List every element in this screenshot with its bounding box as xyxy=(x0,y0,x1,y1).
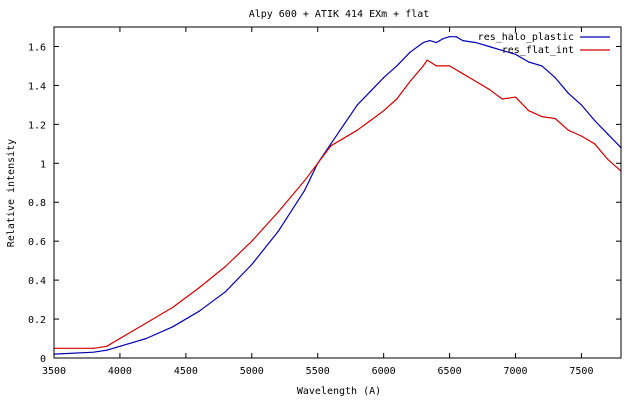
data-point-res_halo_plastic xyxy=(422,41,424,44)
data-point-res_halo_plastic xyxy=(514,53,517,55)
chart-title: Alpy 600 + ATIK 414 EXm + flat xyxy=(249,9,430,20)
data-point-res_flat_int xyxy=(567,129,569,131)
data-point-res_halo_plastic xyxy=(594,119,596,122)
data-point-res_flat_int xyxy=(119,337,121,340)
y-tick-label: 0.4 xyxy=(28,276,46,287)
legend-label-res_flat_int: res_flat_int xyxy=(502,45,574,56)
data-point-res_halo_plastic xyxy=(92,351,95,353)
data-point-res_flat_int xyxy=(396,98,398,100)
data-point-res_halo_plastic xyxy=(172,326,174,328)
y-tick-label: 0 xyxy=(40,354,46,365)
data-point-res_halo_plastic xyxy=(554,77,556,79)
data-point-res_halo_plastic xyxy=(455,36,457,38)
data-point-res_flat_int xyxy=(528,110,530,112)
data-point-res_flat_int xyxy=(594,143,596,145)
data-point-res_halo_plastic xyxy=(567,92,569,94)
y-tick-label: 1.2 xyxy=(28,120,46,131)
data-point-res_flat_int xyxy=(422,65,424,67)
x-tick-label: 7500 xyxy=(569,366,593,377)
legend-label-res_halo_plastic: res_halo_plastic xyxy=(478,32,574,43)
data-point-res_halo_plastic xyxy=(580,104,583,106)
data-point-res_halo_plastic xyxy=(442,38,444,40)
data-point-res_halo_plastic xyxy=(145,337,147,340)
data-point-res_flat_int xyxy=(514,96,517,98)
data-point-res_flat_int xyxy=(475,80,477,83)
data-point-res_flat_int xyxy=(251,240,253,242)
data-point-res_flat_int xyxy=(369,119,372,122)
series-line-res_halo_plastic xyxy=(53,36,622,355)
x-tick-label: 6500 xyxy=(438,366,462,377)
x-tick-label: 7000 xyxy=(503,366,527,377)
x-tick-label: 3500 xyxy=(42,366,66,377)
plot-frame xyxy=(53,26,622,359)
data-point-res_flat_int xyxy=(356,129,358,131)
data-point-res_flat_int xyxy=(435,65,437,67)
data-point-res_flat_int xyxy=(448,65,451,67)
data-point-res_halo_plastic xyxy=(528,61,530,63)
x-axis-label: Wavelength (A) xyxy=(297,386,381,397)
data-point-res_flat_int xyxy=(317,162,319,164)
data-point-res_flat_int xyxy=(426,59,428,61)
data-point-res_halo_plastic xyxy=(106,349,108,351)
data-point-res_halo_plastic xyxy=(224,291,227,293)
x-tick-label: 4500 xyxy=(174,366,198,377)
data-point-res_flat_int xyxy=(303,180,306,182)
data-point-res_flat_int xyxy=(383,110,385,112)
ticks-layer: 3500 4000 4500 5000 5500 6000 6500 7000 7500 0 0.2… xyxy=(28,27,621,377)
data-point-res_halo_plastic xyxy=(409,51,411,53)
series-line-res_flat_int xyxy=(54,59,622,349)
data-point-res_halo_plastic xyxy=(429,40,431,42)
series-layer xyxy=(53,36,622,355)
y-tick-label: 0.2 xyxy=(28,315,46,326)
data-point-res_halo_plastic xyxy=(607,133,609,135)
data-point-res_halo_plastic xyxy=(448,36,451,38)
data-point-res_flat_int xyxy=(330,145,332,147)
data-point-res_flat_int xyxy=(462,73,464,75)
data-point-res_flat_int xyxy=(172,306,174,308)
y-tick-label: 1.6 xyxy=(28,42,46,53)
data-point-res_halo_plastic xyxy=(198,310,200,312)
data-point-res_flat_int xyxy=(198,287,200,289)
data-point-res_flat_int xyxy=(488,88,490,90)
y-tick-label: 0.6 xyxy=(28,237,46,248)
data-point-res_flat_int xyxy=(501,98,503,100)
data-point-res_halo_plastic xyxy=(356,104,358,106)
data-point-res_halo_plastic xyxy=(330,143,332,145)
data-point-res_halo_plastic xyxy=(541,65,543,67)
data-point-res_flat_int xyxy=(277,211,279,213)
data-point-res_flat_int xyxy=(409,80,411,83)
y-tick-label: 1.4 xyxy=(28,81,46,92)
data-point-res_halo_plastic xyxy=(251,263,253,266)
data-point-res_halo_plastic xyxy=(119,345,121,347)
data-point-res_halo_plastic xyxy=(462,40,464,42)
data-point-res_halo_plastic xyxy=(501,49,503,51)
x-tick-label: 6000 xyxy=(372,366,396,377)
data-point-res_flat_int xyxy=(607,158,609,160)
data-point-res_flat_int xyxy=(106,345,108,347)
data-point-res_halo_plastic xyxy=(435,41,437,44)
data-point-res_flat_int xyxy=(224,265,227,268)
data-point-res_halo_plastic xyxy=(369,90,372,92)
y-tick-label: 0.8 xyxy=(28,198,46,209)
data-point-res_halo_plastic xyxy=(488,45,490,48)
data-point-res_halo_plastic xyxy=(277,230,279,233)
data-point-res_flat_int xyxy=(541,115,543,118)
data-point-res_halo_plastic xyxy=(475,41,477,44)
x-tick-label: 4000 xyxy=(108,366,132,377)
y-tick-label: 1 xyxy=(40,159,46,170)
y-axis-label: Relative intensity xyxy=(6,139,17,247)
data-point-res_flat_int xyxy=(92,347,95,349)
data-point-res_halo_plastic xyxy=(303,189,306,192)
legend: res_halo_plastic res_flat_int xyxy=(478,32,610,56)
data-point-res_flat_int xyxy=(554,117,556,120)
x-tick-label: 5500 xyxy=(306,366,330,377)
x-tick-label: 5000 xyxy=(240,366,264,377)
data-point-res_halo_plastic xyxy=(383,77,385,79)
data-point-res_flat_int xyxy=(145,322,147,324)
data-point-res_flat_int xyxy=(580,135,583,137)
data-point-res_halo_plastic xyxy=(396,65,398,67)
